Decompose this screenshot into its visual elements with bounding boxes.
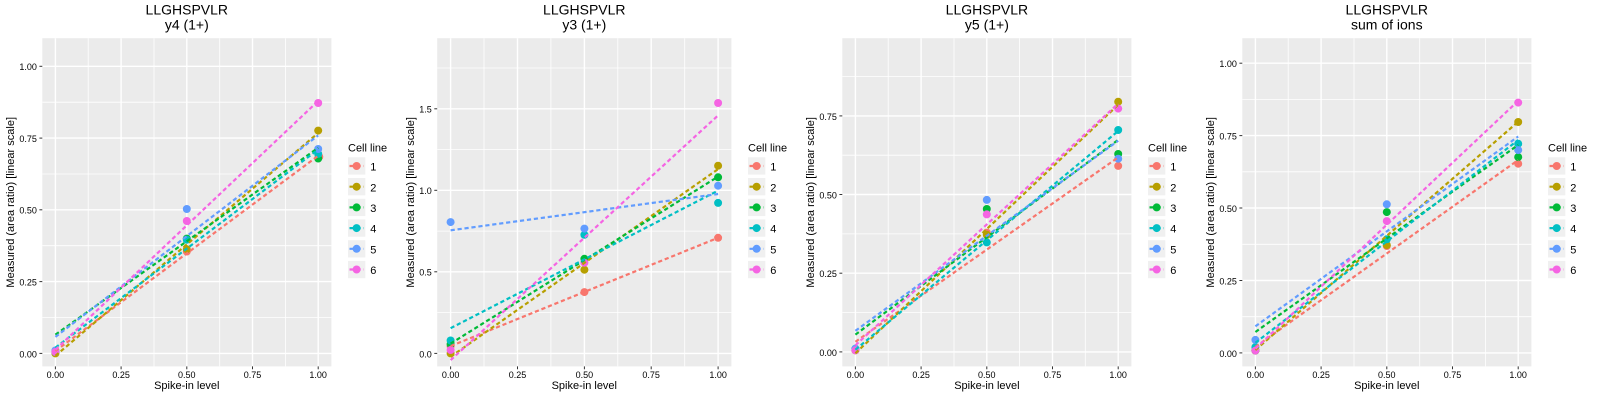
svg-text:0.50: 0.50 xyxy=(178,370,196,380)
svg-text:5: 5 xyxy=(370,244,376,256)
svg-text:0.25: 0.25 xyxy=(819,269,837,279)
svg-text:4: 4 xyxy=(1170,224,1176,236)
svg-text:LLGHSPVLR: LLGHSPVLR xyxy=(1346,2,1428,18)
svg-text:Cell line: Cell line xyxy=(1148,143,1187,155)
svg-text:Spike-in level: Spike-in level xyxy=(552,380,617,392)
svg-text:Spike-in level: Spike-in level xyxy=(954,380,1019,392)
svg-text:4: 4 xyxy=(1570,224,1576,236)
svg-text:Measured (area ratio) [linear: Measured (area ratio) [linear scale] xyxy=(5,117,17,288)
svg-text:4: 4 xyxy=(370,224,376,236)
svg-text:2: 2 xyxy=(370,182,376,194)
svg-text:5: 5 xyxy=(1170,244,1176,256)
svg-text:0.00: 0.00 xyxy=(1219,349,1237,359)
svg-text:Cell line: Cell line xyxy=(1548,143,1587,155)
svg-text:0.25: 0.25 xyxy=(912,370,930,380)
svg-text:2: 2 xyxy=(1570,182,1576,194)
svg-text:0.00: 0.00 xyxy=(47,370,65,380)
svg-text:Spike-in level: Spike-in level xyxy=(154,380,219,392)
svg-text:0.00: 0.00 xyxy=(19,349,37,359)
svg-text:1.5: 1.5 xyxy=(419,105,432,115)
svg-text:0.50: 0.50 xyxy=(576,370,594,380)
svg-text:0.75: 0.75 xyxy=(1044,370,1062,380)
svg-text:1.0: 1.0 xyxy=(419,186,432,196)
svg-text:1.00: 1.00 xyxy=(309,370,327,380)
svg-text:0.75: 0.75 xyxy=(819,112,837,122)
svg-text:LLGHSPVLR: LLGHSPVLR xyxy=(946,2,1028,18)
svg-text:0.50: 0.50 xyxy=(819,190,837,200)
svg-text:1: 1 xyxy=(1170,162,1176,174)
svg-text:LLGHSPVLR: LLGHSPVLR xyxy=(146,2,228,18)
svg-text:1.00: 1.00 xyxy=(1109,370,1127,380)
svg-text:1.00: 1.00 xyxy=(1509,370,1527,380)
svg-text:1: 1 xyxy=(1570,162,1576,174)
svg-text:0.00: 0.00 xyxy=(819,348,837,358)
svg-text:Cell line: Cell line xyxy=(348,143,387,155)
svg-text:0.00: 0.00 xyxy=(442,370,460,380)
svg-text:5: 5 xyxy=(1570,244,1576,256)
svg-text:Measured (area ratio) [linear: Measured (area ratio) [linear scale] xyxy=(1205,117,1217,288)
svg-text:1: 1 xyxy=(370,162,376,174)
svg-text:6: 6 xyxy=(370,265,376,277)
svg-text:6: 6 xyxy=(1170,265,1176,277)
svg-text:4: 4 xyxy=(770,224,776,236)
svg-text:y4 (1+): y4 (1+) xyxy=(165,17,209,33)
svg-text:0.50: 0.50 xyxy=(978,370,996,380)
svg-text:3: 3 xyxy=(1170,203,1176,215)
svg-text:0.50: 0.50 xyxy=(1378,370,1396,380)
svg-text:0.25: 0.25 xyxy=(112,370,130,380)
svg-text:0.00: 0.00 xyxy=(847,370,865,380)
svg-text:3: 3 xyxy=(770,203,776,215)
svg-text:0.25: 0.25 xyxy=(1312,370,1330,380)
svg-text:3: 3 xyxy=(370,203,376,215)
svg-text:2: 2 xyxy=(770,182,776,194)
svg-text:6: 6 xyxy=(770,265,776,277)
svg-text:1.00: 1.00 xyxy=(1219,59,1237,69)
svg-text:y5 (1+): y5 (1+) xyxy=(965,17,1009,33)
svg-text:0.5: 0.5 xyxy=(419,268,432,278)
svg-text:0.25: 0.25 xyxy=(509,370,527,380)
svg-text:0.50: 0.50 xyxy=(19,206,37,216)
svg-text:0.75: 0.75 xyxy=(642,370,660,380)
svg-text:0.25: 0.25 xyxy=(19,278,37,288)
svg-text:0.0: 0.0 xyxy=(419,349,432,359)
svg-text:0.00: 0.00 xyxy=(1247,370,1265,380)
svg-text:6: 6 xyxy=(1570,265,1576,277)
svg-text:3: 3 xyxy=(1570,203,1576,215)
svg-text:Cell line: Cell line xyxy=(748,143,787,155)
svg-text:0.25: 0.25 xyxy=(1219,276,1237,286)
svg-text:2: 2 xyxy=(1170,182,1176,194)
svg-text:1.00: 1.00 xyxy=(19,62,37,72)
svg-text:sum of ions: sum of ions xyxy=(1351,17,1423,33)
svg-text:1.00: 1.00 xyxy=(709,370,727,380)
svg-text:Spike-in level: Spike-in level xyxy=(1354,380,1419,392)
svg-text:5: 5 xyxy=(770,244,776,256)
svg-text:0.50: 0.50 xyxy=(1219,204,1237,214)
svg-text:0.75: 0.75 xyxy=(1444,370,1462,380)
svg-text:1: 1 xyxy=(770,162,776,174)
svg-text:0.75: 0.75 xyxy=(1219,132,1237,142)
svg-text:Measured (area ratio) [linear: Measured (area ratio) [linear scale] xyxy=(405,117,417,288)
svg-text:Measured (area ratio) [linear: Measured (area ratio) [linear scale] xyxy=(805,117,817,288)
svg-text:0.75: 0.75 xyxy=(19,134,37,144)
svg-text:0.75: 0.75 xyxy=(244,370,262,380)
svg-text:y3 (1+): y3 (1+) xyxy=(562,17,606,33)
svg-text:LLGHSPVLR: LLGHSPVLR xyxy=(543,2,625,18)
